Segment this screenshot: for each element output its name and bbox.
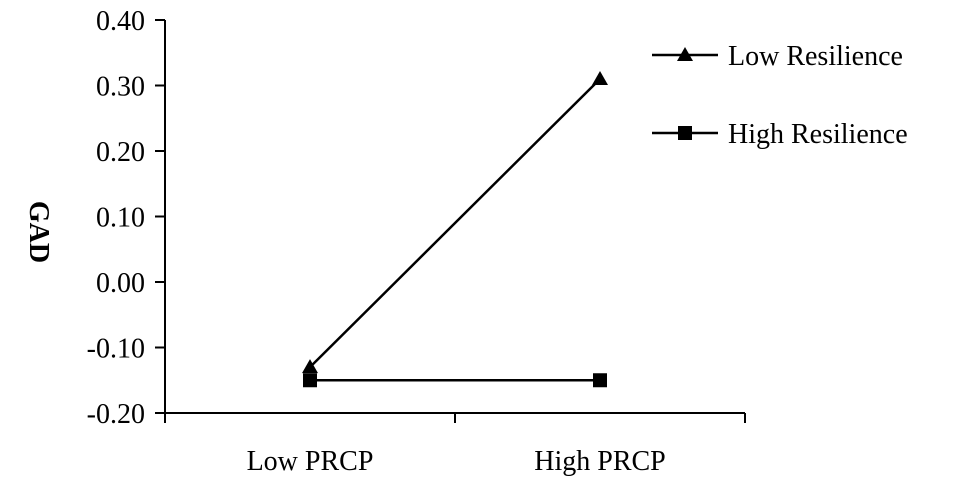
y-tick-label: -0.10 [87, 334, 145, 365]
y-tick-label: 0.00 [96, 268, 145, 299]
series-group [302, 70, 608, 388]
data-point [302, 359, 318, 374]
y-axis-ticks: 0.40 0.30 0.20 0.10 0.00 -0.10 -0.20 [87, 6, 165, 430]
y-tick-label: 0.40 [96, 6, 145, 37]
data-point [593, 373, 607, 388]
y-tick-label: 0.30 [96, 72, 145, 103]
series-2 [303, 373, 607, 388]
y-tick-label: 0.20 [96, 137, 145, 168]
data-point [303, 373, 317, 388]
y-axis-label: GAD [23, 201, 54, 263]
legend-item: High Resilience [652, 119, 908, 150]
data-point [592, 70, 608, 85]
series-1 [302, 70, 608, 374]
x-axis-categories: Low PRCP High PRCP [164, 413, 746, 477]
x-category-label: Low PRCP [247, 446, 374, 477]
legend-label: High Resilience [728, 119, 908, 150]
y-tick-label: -0.20 [87, 399, 145, 430]
legend-marker [678, 126, 692, 140]
y-tick-label: 0.10 [96, 203, 145, 234]
legend-item: Low Resilience [652, 41, 903, 72]
x-category-label: High PRCP [534, 446, 666, 477]
legend: Low Resilience High Resilience [652, 41, 908, 150]
legend-marker [677, 47, 693, 61]
legend-label: Low Resilience [728, 41, 903, 72]
axes [164, 20, 745, 414]
series-line [309, 78, 601, 369]
